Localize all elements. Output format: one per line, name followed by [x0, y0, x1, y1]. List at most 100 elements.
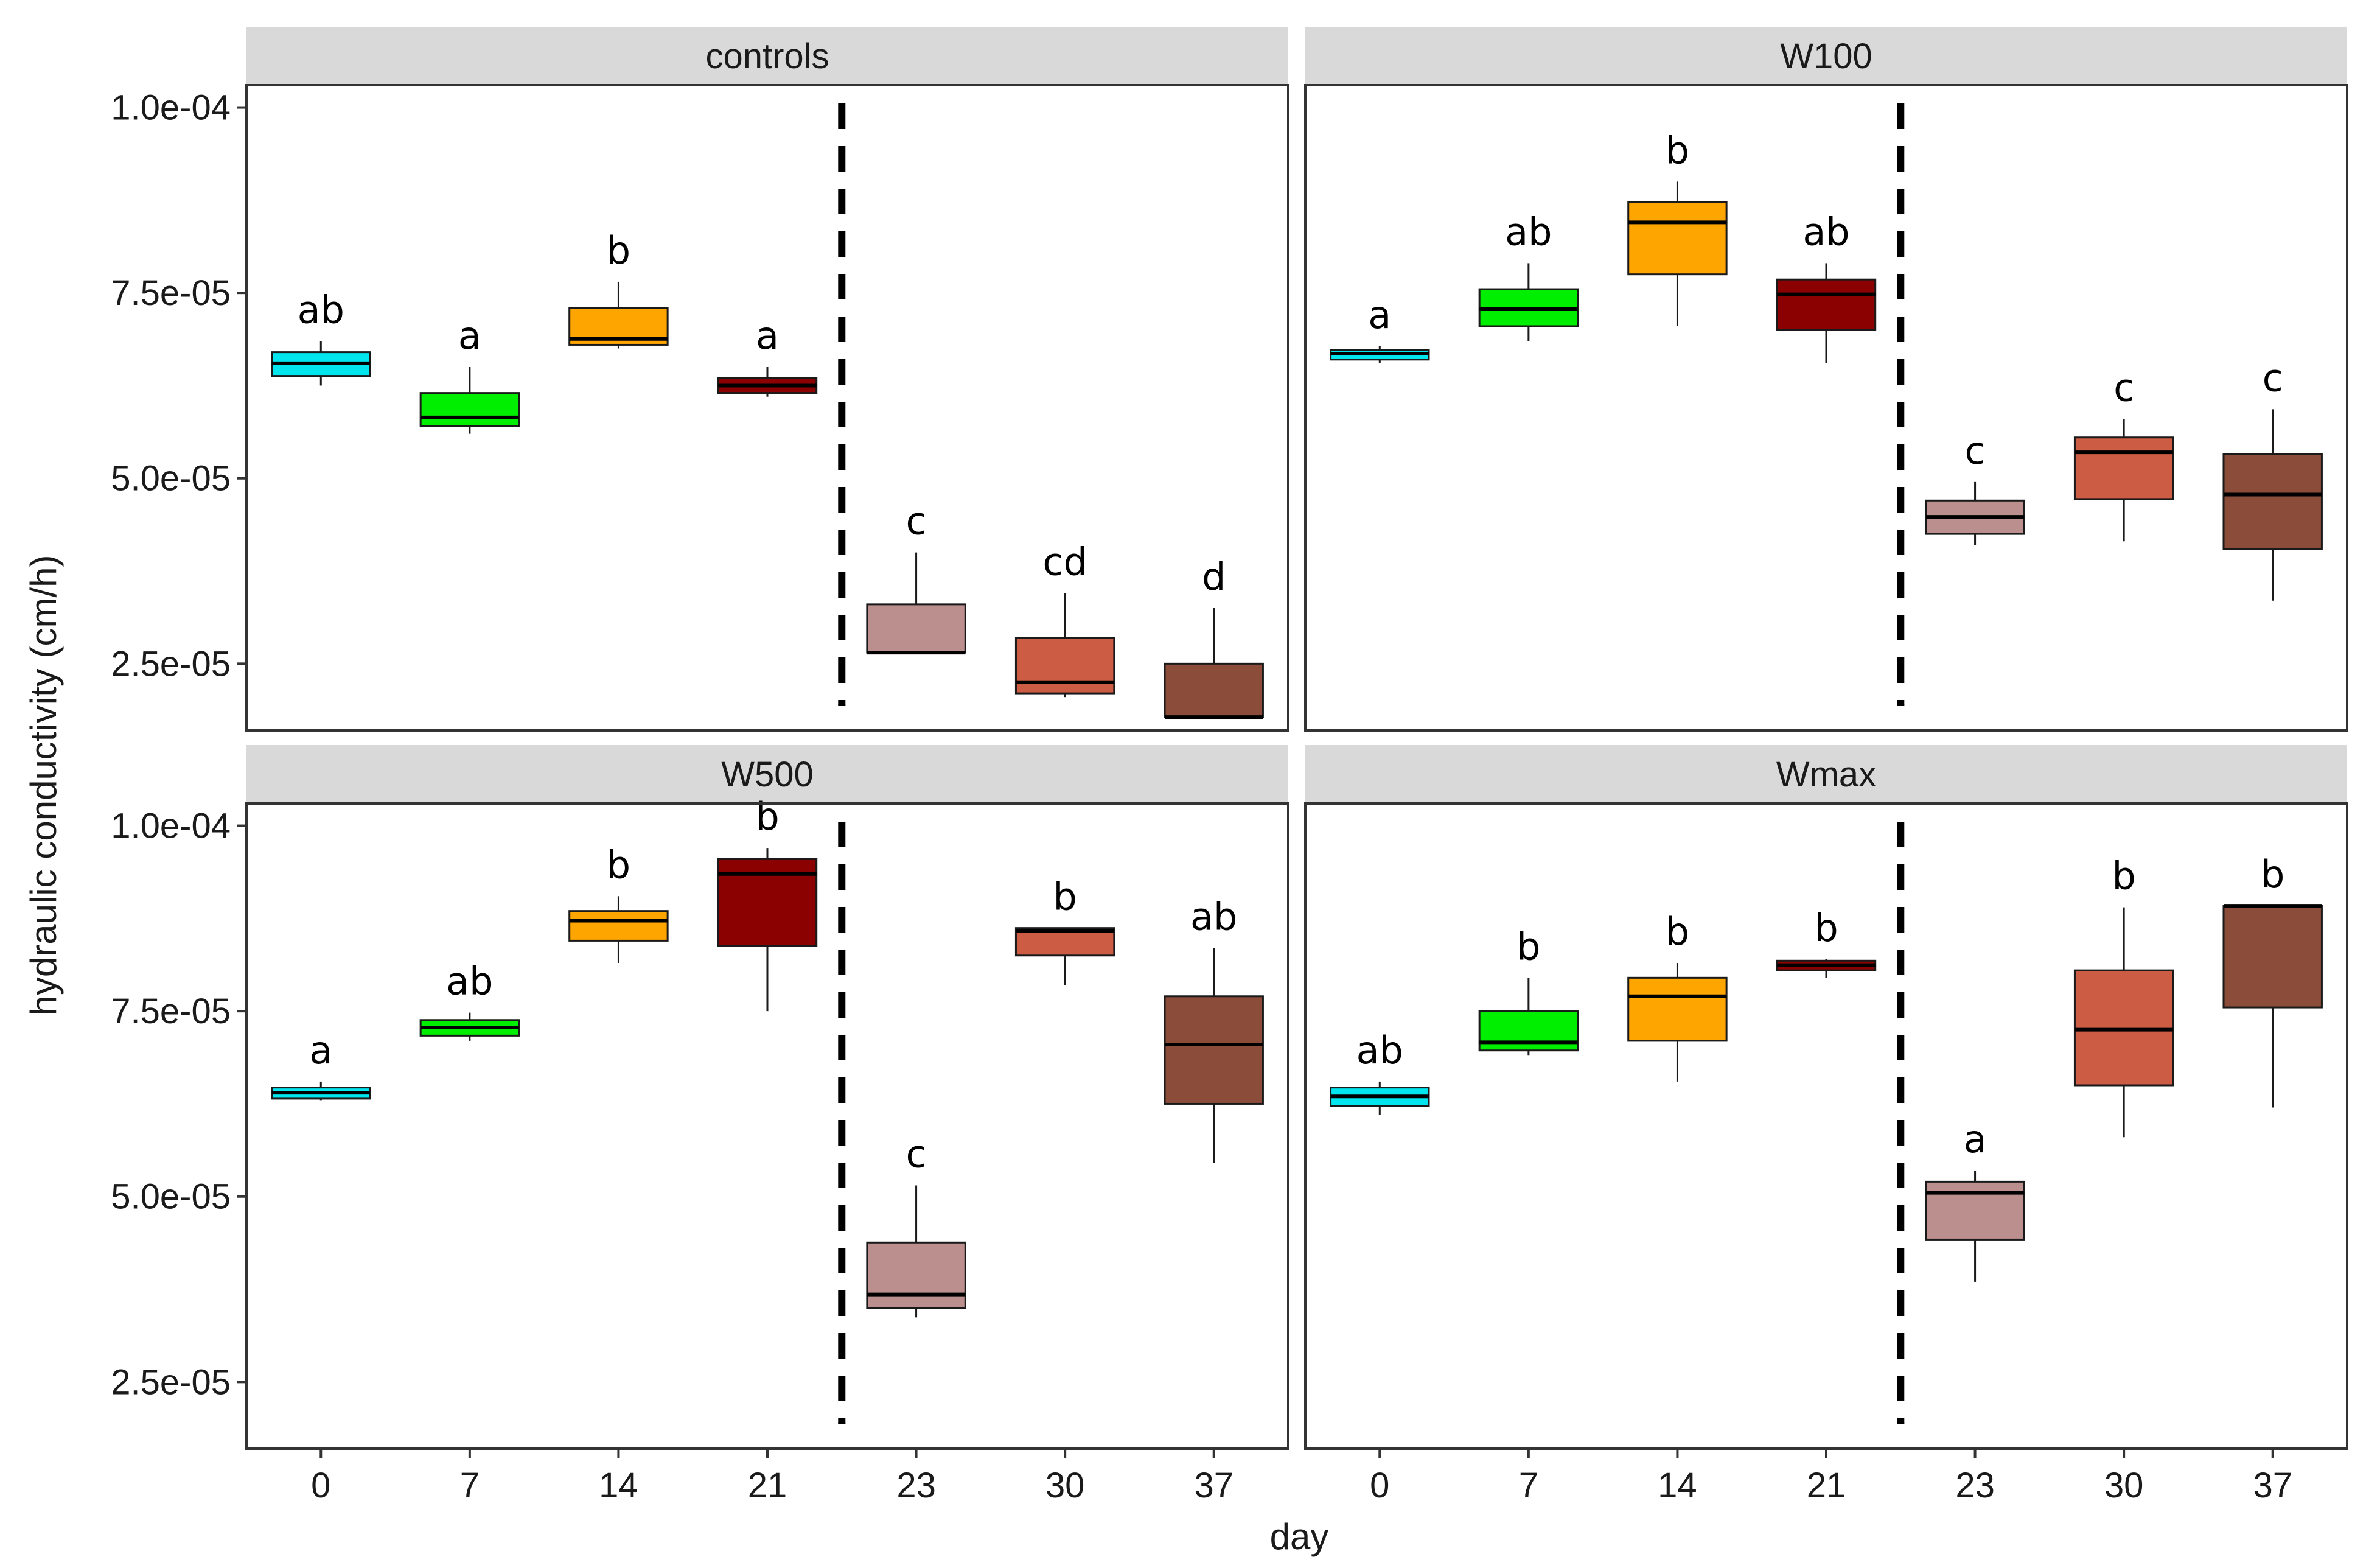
significance-letter: ab: [298, 287, 344, 332]
y-tick-label: 2.5e-05: [111, 1362, 231, 1402]
y-axis-title: hydraulic conductivity (cm/h): [23, 555, 64, 1016]
box-w100-day-0: a: [1330, 293, 1430, 363]
box-controls-day-23: c: [866, 499, 966, 655]
significance-letter: b: [1666, 128, 1689, 172]
box-body: [2222, 453, 2323, 550]
significance-letter: b: [1814, 906, 1838, 950]
x-tick-label: 21: [748, 1466, 787, 1505]
significance-letter: c: [2263, 355, 2283, 400]
box-w500-day-7: ab: [419, 959, 520, 1041]
box-w100-day-7: ab: [1478, 209, 1579, 341]
box-wmax-day-37: b: [2222, 852, 2323, 1108]
significance-letter: ab: [1505, 209, 1552, 254]
box-wmax-day-30: b: [2073, 854, 2174, 1138]
strip-label: controls: [705, 37, 829, 76]
strip-background: [1305, 27, 2347, 85]
y-tick-label: 5.0e-05: [111, 459, 231, 499]
box-controls-day-21: a: [717, 313, 818, 397]
box-body: [1925, 1180, 2025, 1241]
box-body: [1627, 976, 1728, 1042]
y-tick-label: 1.0e-04: [111, 88, 231, 128]
significance-letter: a: [1964, 1117, 1987, 1161]
box-body: [1627, 201, 1728, 276]
x-tick-label: 23: [1955, 1466, 1995, 1505]
box-body: [1776, 278, 1877, 331]
panel-background: [1305, 85, 2347, 730]
significance-letter: c: [2113, 365, 2134, 410]
box-body: [419, 392, 520, 427]
significance-letter: cd: [1042, 540, 1087, 584]
significance-letter: ab: [1802, 209, 1849, 254]
x-tick-label: 7: [460, 1466, 480, 1505]
box-controls-day-30: cd: [1014, 540, 1115, 698]
x-tick-label: 37: [2253, 1466, 2292, 1505]
significance-letter: c: [906, 1132, 927, 1176]
strip-background: [246, 745, 1288, 803]
box-controls-day-37: d: [1164, 555, 1264, 719]
x-tick-label: 37: [1194, 1466, 1234, 1505]
x-tick-label: 21: [1807, 1466, 1846, 1505]
significance-letter: b: [607, 842, 630, 887]
panel-background: [246, 85, 1288, 730]
x-tick-label: 30: [1045, 1466, 1085, 1505]
y-tick-label: 7.5e-05: [111, 273, 231, 313]
strip-label: W500: [721, 755, 814, 794]
box-w100-day-14: b: [1627, 128, 1728, 326]
panel-w500: W500 a ab b b c b ab 2.5e-05 5.0e-05 7.5e-05 1.0e-0…: [111, 745, 1289, 1505]
significance-letter: a: [756, 313, 779, 358]
box-w500-day-37: ab: [1164, 895, 1264, 1163]
box-wmax-day-7: b: [1478, 924, 1579, 1056]
box-w500-day-14: b: [568, 842, 669, 963]
panel-border: [245, 84, 1289, 732]
significance-letter: b: [1053, 875, 1077, 919]
box-wmax-day-0: ab: [1330, 1028, 1430, 1115]
significance-letter: b: [1516, 924, 1540, 968]
panel-w100: W100 a ab b ab c c c: [1304, 27, 2348, 732]
box-body: [2073, 436, 2174, 500]
strip-label: Wmax: [1776, 755, 1876, 794]
x-tick-label: 0: [311, 1466, 330, 1505]
significance-letter: ab: [1356, 1028, 1403, 1073]
significance-letter: b: [755, 794, 779, 839]
significance-letter: ab: [1190, 895, 1237, 939]
x-axis-title: day: [1270, 1516, 1329, 1557]
box-controls-day-14: b: [568, 228, 669, 349]
box-w100-day-23: c: [1925, 429, 2025, 545]
x-tick-label: 7: [1519, 1466, 1538, 1505]
box-wmax-day-14: b: [1627, 909, 1728, 1082]
significance-letter: b: [1666, 909, 1689, 954]
significance-letter: a: [458, 313, 481, 358]
box-w100-day-37: c: [2222, 355, 2323, 601]
box-body: [1014, 637, 1115, 695]
box-w500-day-0: a: [271, 1028, 371, 1101]
box-wmax-day-23: a: [1925, 1117, 2025, 1282]
box-w500-day-23: c: [866, 1132, 966, 1318]
panel-background: [1305, 803, 2347, 1449]
significance-letter: b: [2112, 854, 2135, 898]
box-controls-day-7: a: [419, 313, 520, 434]
x-tick-label: 14: [599, 1466, 638, 1505]
y-tick-label: 2.5e-05: [111, 644, 231, 684]
box-body: [1164, 662, 1264, 718]
significance-letter: a: [1368, 293, 1391, 337]
significance-letter: a: [309, 1028, 332, 1073]
box-body: [2222, 905, 2323, 1009]
box-w100-day-30: c: [2073, 365, 2174, 542]
strip-background: [246, 27, 1288, 85]
panel-border: [1304, 84, 2348, 732]
box-w500-day-30: b: [1014, 875, 1115, 985]
significance-letter: ab: [446, 959, 493, 1004]
significance-letter: b: [2261, 852, 2284, 897]
significance-letter: d: [1202, 555, 1226, 599]
strip-background: [1305, 745, 2347, 803]
box-body: [1164, 995, 1264, 1105]
y-tick-label: 1.0e-04: [111, 807, 231, 846]
significance-letter: c: [1965, 429, 1986, 473]
x-tick-label: 0: [1370, 1466, 1389, 1505]
box-body: [866, 1241, 966, 1309]
box-body: [568, 910, 669, 942]
